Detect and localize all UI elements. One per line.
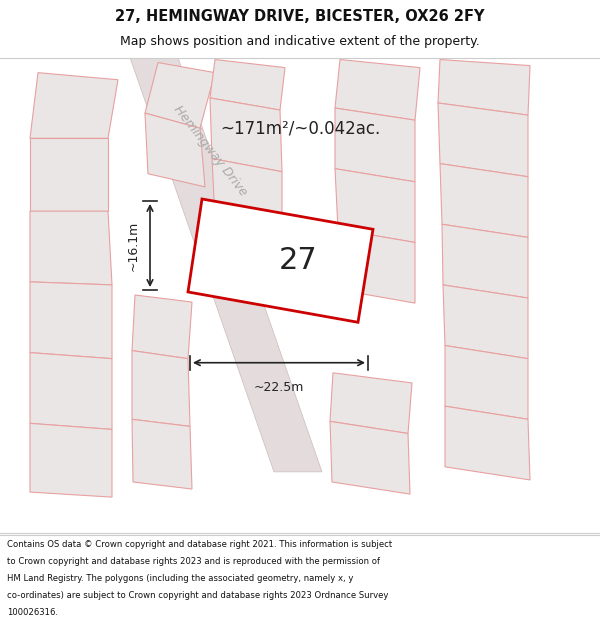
Polygon shape: [30, 282, 112, 359]
Text: ~22.5m: ~22.5m: [254, 381, 304, 394]
Text: Hemingway Drive: Hemingway Drive: [170, 102, 250, 198]
Polygon shape: [30, 352, 112, 429]
Text: 100026316.: 100026316.: [7, 608, 58, 618]
Polygon shape: [30, 72, 118, 138]
Polygon shape: [443, 285, 528, 359]
Polygon shape: [30, 138, 108, 211]
Text: co-ordinates) are subject to Crown copyright and database rights 2023 Ordnance S: co-ordinates) are subject to Crown copyr…: [7, 591, 389, 600]
Polygon shape: [30, 423, 112, 497]
Polygon shape: [132, 295, 192, 359]
Polygon shape: [440, 164, 528, 238]
Polygon shape: [132, 351, 190, 426]
Polygon shape: [335, 169, 415, 242]
Polygon shape: [338, 229, 415, 303]
Polygon shape: [330, 421, 410, 494]
Polygon shape: [442, 224, 528, 298]
Polygon shape: [445, 406, 530, 480]
Polygon shape: [335, 59, 420, 120]
Polygon shape: [130, 58, 322, 472]
Polygon shape: [145, 62, 215, 128]
Text: ~171m²/~0.042ac.: ~171m²/~0.042ac.: [220, 119, 380, 138]
Text: HM Land Registry. The polygons (including the associated geometry, namely x, y: HM Land Registry. The polygons (includin…: [7, 574, 353, 583]
Text: ~16.1m: ~16.1m: [127, 221, 140, 271]
Polygon shape: [438, 103, 528, 177]
Text: Map shows position and indicative extent of the property.: Map shows position and indicative extent…: [120, 35, 480, 48]
Polygon shape: [132, 419, 192, 489]
Polygon shape: [335, 108, 415, 182]
Text: 27, HEMINGWAY DRIVE, BICESTER, OX26 2FY: 27, HEMINGWAY DRIVE, BICESTER, OX26 2FY: [115, 9, 485, 24]
Polygon shape: [438, 59, 530, 115]
Polygon shape: [188, 199, 373, 322]
Polygon shape: [30, 211, 112, 285]
Text: 27: 27: [279, 246, 317, 275]
Polygon shape: [210, 98, 282, 172]
Polygon shape: [330, 373, 412, 434]
Polygon shape: [210, 59, 285, 110]
Text: Contains OS data © Crown copyright and database right 2021. This information is : Contains OS data © Crown copyright and d…: [7, 540, 392, 549]
Text: to Crown copyright and database rights 2023 and is reproduced with the permissio: to Crown copyright and database rights 2…: [7, 557, 380, 566]
Polygon shape: [445, 346, 528, 419]
Polygon shape: [145, 113, 205, 187]
Polygon shape: [212, 159, 282, 232]
